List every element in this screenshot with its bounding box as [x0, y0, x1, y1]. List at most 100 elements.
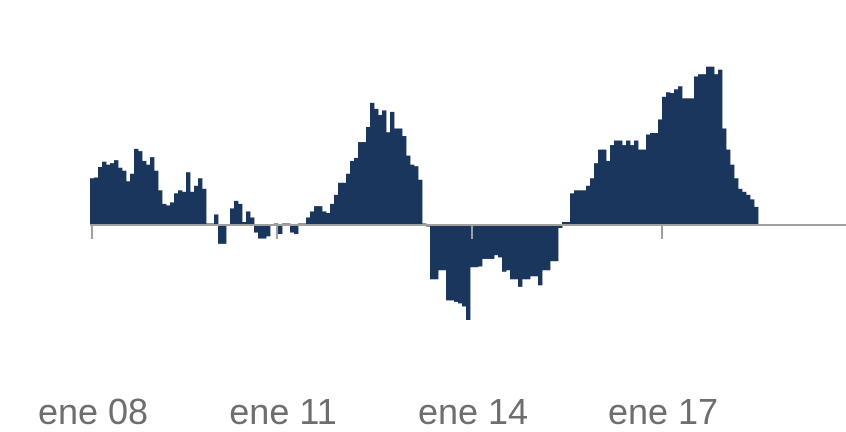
- bar: [438, 225, 443, 271]
- bar: [326, 212, 331, 225]
- bar: [222, 225, 227, 244]
- bar: [402, 136, 407, 225]
- bar: [622, 145, 627, 225]
- bar: [382, 110, 387, 225]
- bar: [342, 182, 347, 225]
- bar: [238, 203, 243, 225]
- bar: [526, 225, 531, 280]
- bar: [374, 108, 379, 225]
- bar: [250, 217, 255, 225]
- bar: [166, 205, 171, 225]
- bar: [314, 206, 319, 225]
- bar: [538, 225, 543, 286]
- bar: [618, 140, 623, 225]
- bar: [458, 225, 463, 304]
- bar: [178, 190, 183, 225]
- bar: [266, 225, 271, 237]
- bar: [122, 170, 127, 225]
- bar: [738, 188, 743, 225]
- bar: [214, 214, 219, 225]
- bar: [258, 225, 263, 239]
- bar: [646, 134, 651, 225]
- bar-series: [90, 66, 759, 320]
- bar: [454, 225, 459, 302]
- x-tick-label: ene 14: [418, 391, 528, 432]
- bar: [594, 163, 599, 225]
- bar: [642, 149, 647, 225]
- bar: [582, 190, 587, 225]
- bar: [554, 225, 559, 262]
- bar: [242, 221, 247, 225]
- bar: [450, 225, 455, 301]
- bar: [726, 149, 731, 225]
- bar: [150, 157, 155, 225]
- x-axis-ticks: [91, 225, 663, 239]
- x-tick-label: ene 08: [38, 391, 148, 432]
- bar: [574, 190, 579, 225]
- bar: [530, 225, 535, 277]
- bar: [514, 225, 519, 280]
- bar: [294, 225, 299, 235]
- bar: [182, 191, 187, 225]
- bar: [146, 164, 151, 225]
- bar: [534, 225, 539, 277]
- bar: [202, 188, 207, 225]
- x-tick-label: ene 17: [608, 391, 718, 432]
- bar: [174, 193, 179, 225]
- bar: [446, 225, 451, 301]
- bar: [118, 167, 123, 225]
- bar: [358, 142, 363, 225]
- bar: [626, 140, 631, 225]
- bar: [262, 225, 267, 239]
- bar: [658, 119, 663, 225]
- bar: [610, 145, 615, 225]
- bar: [390, 111, 395, 225]
- bar: [598, 149, 603, 225]
- bar: [134, 148, 139, 225]
- bar: [590, 178, 595, 225]
- bar: [254, 225, 259, 233]
- bar: [670, 93, 675, 225]
- bar: [734, 178, 739, 225]
- bar: [630, 145, 635, 225]
- bar: [634, 140, 639, 225]
- bar: [158, 190, 163, 225]
- bar: [338, 182, 343, 225]
- bar: [110, 163, 115, 225]
- bar: [474, 225, 479, 268]
- bar: [746, 194, 751, 225]
- bar: [102, 161, 107, 225]
- bar: [650, 133, 655, 225]
- bar: [566, 221, 571, 225]
- bar: [586, 185, 591, 225]
- bar: [378, 114, 383, 225]
- bar: [654, 133, 659, 225]
- bar: [754, 206, 759, 225]
- bar: [686, 98, 691, 225]
- bar: [502, 225, 507, 272]
- bar: [722, 128, 727, 225]
- bar: [322, 211, 327, 225]
- bar: [318, 206, 323, 225]
- bar: [698, 74, 703, 225]
- bar: [662, 96, 667, 225]
- bar: [126, 181, 131, 225]
- bar: [98, 166, 103, 225]
- bar: [614, 140, 619, 225]
- bar: [94, 177, 99, 225]
- bar: [106, 164, 111, 225]
- bar: [678, 86, 683, 225]
- bar: [406, 155, 411, 225]
- bar: [410, 164, 415, 225]
- bar: [562, 221, 567, 225]
- bar: [694, 76, 699, 226]
- bar: [162, 203, 167, 225]
- bar: [418, 179, 423, 225]
- bar: [350, 160, 355, 225]
- bar: [170, 202, 175, 225]
- bar: [234, 200, 239, 225]
- bar: [730, 164, 735, 225]
- bar: [370, 102, 375, 225]
- bar: [354, 157, 359, 225]
